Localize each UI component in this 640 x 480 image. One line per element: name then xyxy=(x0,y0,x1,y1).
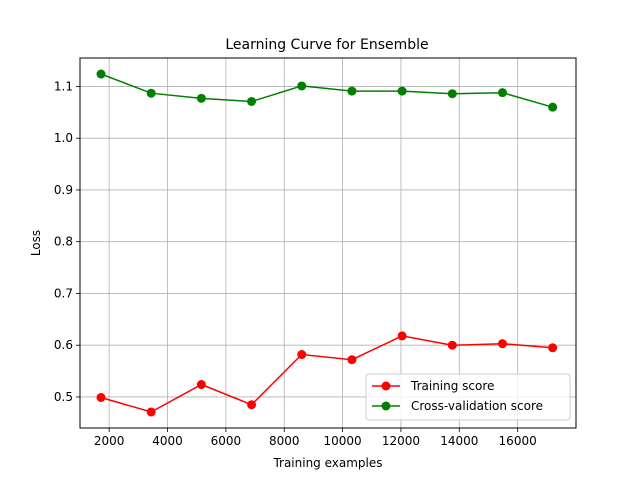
legend-marker-1 xyxy=(381,401,391,411)
series-line-1 xyxy=(100,73,553,108)
y-tick-label-4: 0.9 xyxy=(54,183,73,197)
x-tick-label-3: 8000 xyxy=(269,434,300,448)
plot-frame xyxy=(79,57,577,429)
x-tick-label-0: 2000 xyxy=(94,434,125,448)
series-0-point-0 xyxy=(96,392,106,402)
series-0-point-5 xyxy=(347,355,357,365)
x-tick-label-5: 12000 xyxy=(382,434,420,448)
legend-label-0: Training score xyxy=(410,379,494,393)
series-0-point-2 xyxy=(196,380,206,390)
y-tick-label-0: 0.5 xyxy=(54,390,73,404)
y-tick-label-6: 1.1 xyxy=(54,79,73,93)
x-tick-label-7: 16000 xyxy=(499,434,537,448)
series-line-0 xyxy=(100,335,553,413)
series-0-point-7 xyxy=(447,340,457,350)
series-1-point-6 xyxy=(397,86,407,96)
grid-lines xyxy=(80,58,576,428)
axis-ticks: 2000 4000 6000 8000 10000 12000 14000 16000 0.5 0… xyxy=(54,79,537,448)
series-1-point-4 xyxy=(297,81,307,91)
y-tick-label-3: 0.8 xyxy=(54,235,73,249)
series-0-point-3 xyxy=(247,400,257,410)
series-0-point-1 xyxy=(146,407,156,417)
series-1-point-9 xyxy=(548,102,558,112)
series-1-point-1 xyxy=(146,88,156,98)
y-tick-label-2: 0.7 xyxy=(54,286,73,300)
series-0-point-4 xyxy=(297,350,307,360)
series-1-point-5 xyxy=(347,86,357,96)
series-1-point-3 xyxy=(247,96,257,106)
x-tick-label-4: 10000 xyxy=(323,434,361,448)
series-group xyxy=(96,69,558,417)
y-tick-label-1: 0.6 xyxy=(54,338,73,352)
x-tick-label-2: 6000 xyxy=(211,434,242,448)
series-1-point-7 xyxy=(447,89,457,99)
series-1-point-0 xyxy=(96,69,106,79)
x-tick-label-6: 14000 xyxy=(440,434,478,448)
series-0-point-9 xyxy=(548,343,558,353)
legend: Training score Cross-validation score xyxy=(365,373,571,421)
y-tick-label-5: 1.0 xyxy=(54,131,73,145)
series-0-point-8 xyxy=(497,339,507,349)
series-0-point-6 xyxy=(397,331,407,341)
series-1-point-2 xyxy=(196,93,206,103)
legend-box xyxy=(365,373,571,421)
chart-title: Learning Curve for Ensemble xyxy=(225,37,428,53)
y-axis-label: Loss xyxy=(29,230,43,256)
legend-label-1: Cross-validation score xyxy=(411,399,543,413)
series-1-point-8 xyxy=(497,88,507,98)
legend-marker-0 xyxy=(381,381,391,391)
x-axis-label: Training examples xyxy=(272,456,382,470)
x-tick-label-1: 4000 xyxy=(152,434,183,448)
